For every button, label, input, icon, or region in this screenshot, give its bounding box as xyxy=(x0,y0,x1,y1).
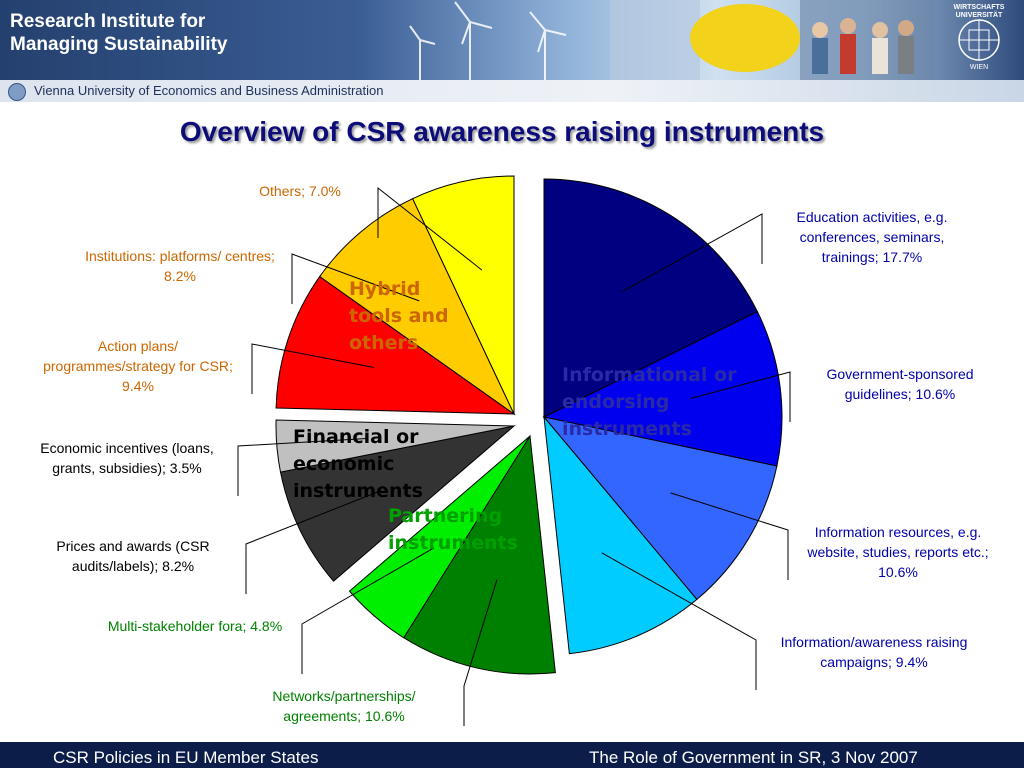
university-seal: WIRTSCHAFTS UNIVERSITÄT WIEN xyxy=(944,4,1014,72)
slice-label: Others; 7.0% xyxy=(259,183,341,199)
header-banner: Research Institute for Managing Sustaina… xyxy=(0,0,1024,80)
leader-line xyxy=(237,438,367,496)
slice-label: Institutions: platforms/ centres; 8.2% xyxy=(85,248,275,284)
group-label-financial: Financial or economic instruments xyxy=(293,426,423,502)
slice-label: Government-sponsored guidelines; 10.6% xyxy=(826,366,974,402)
footer-right-text: The Role of Government in SR, 3 Nov 2007 xyxy=(589,748,918,767)
leader-line xyxy=(670,492,789,580)
pie-slice xyxy=(348,435,531,639)
group-label-informational: Informational or endorsing instruments xyxy=(562,364,737,440)
seal-text-bottom: WIEN xyxy=(969,64,989,71)
slice-label: Information/awareness raising campaigns;… xyxy=(780,634,968,670)
pie-slice xyxy=(279,425,516,582)
slide-title: Overview of CSR awareness raising instru… xyxy=(179,116,825,147)
institute-name-line1: Research Institute for xyxy=(10,11,206,32)
leader-line xyxy=(601,552,757,690)
university-bar: Vienna University of Economics and Busin… xyxy=(0,80,1024,102)
leader-line xyxy=(621,213,763,293)
institute-name: Research Institute for Managing Sustaina… xyxy=(10,10,227,56)
leader-line xyxy=(301,547,435,674)
group-label-partnering: Partnering instruments xyxy=(388,505,518,554)
footer-bar: CSR Policies in EU Member States The Rol… xyxy=(0,742,1024,768)
slice-label: Education activities, e.g. conferences, … xyxy=(796,209,948,265)
seal-text-top: WIRTSCHAFTS UNIVERSITÄT xyxy=(953,4,1005,19)
pie-slice xyxy=(403,434,556,675)
university-logo-icon xyxy=(8,83,26,101)
slice-label: Networks/partnerships/ agreements; 10.6% xyxy=(272,688,416,724)
pie-chart xyxy=(237,175,791,726)
seal-globe-icon xyxy=(958,19,1000,61)
leader-line xyxy=(463,579,498,726)
slice-label: Action plans/ programmes/strategy for CS… xyxy=(43,338,233,394)
leader-line xyxy=(245,490,382,594)
slice-label: Information resources, e.g. website, stu… xyxy=(807,524,989,580)
leader-line xyxy=(291,253,420,304)
pie-slice xyxy=(275,419,515,473)
footer-left-text: CSR Policies in EU Member States xyxy=(53,748,319,767)
university-name: Vienna University of Economics and Busin… xyxy=(34,83,384,98)
pie-slice xyxy=(275,275,516,415)
pie-slice xyxy=(543,178,759,418)
pie-slice xyxy=(542,310,783,467)
leader-line xyxy=(251,343,375,394)
pie-slice xyxy=(319,197,516,416)
institute-name-line2: Managing Sustainability xyxy=(10,34,228,55)
group-label-hybrid: Hybrid tools and others xyxy=(349,278,449,354)
banner-photo-collage xyxy=(409,0,935,80)
leader-line xyxy=(690,371,791,422)
slice-label: Multi-stakeholder fora; 4.8% xyxy=(107,618,283,634)
pie-slice xyxy=(542,416,778,601)
slice-label: Economic incentives (loans, grants, subs… xyxy=(40,440,214,476)
slice-label: Prices and awards (CSR audits/labels); 8… xyxy=(56,538,210,574)
leader-line xyxy=(377,186,483,271)
